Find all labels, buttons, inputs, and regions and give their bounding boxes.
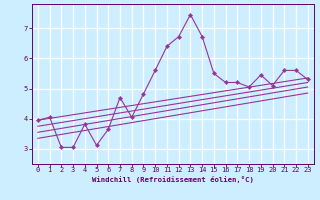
X-axis label: Windchill (Refroidissement éolien,°C): Windchill (Refroidissement éolien,°C) [92,176,254,183]
